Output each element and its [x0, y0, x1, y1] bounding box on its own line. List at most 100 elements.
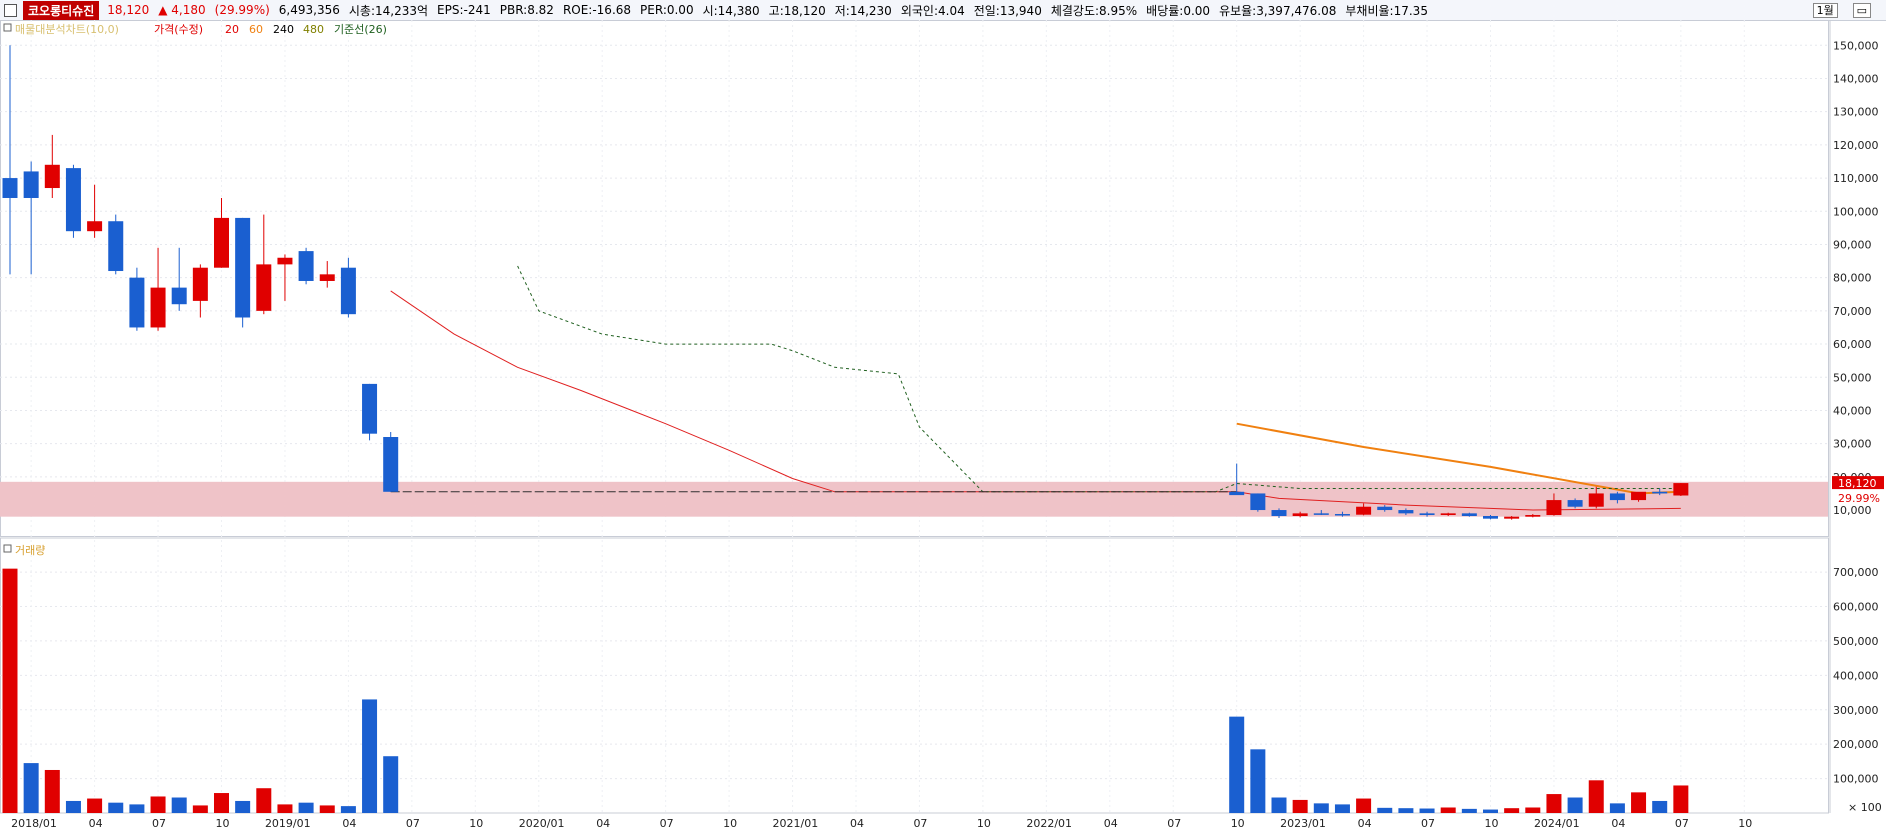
price-tick-label: 90,000	[1833, 238, 1872, 251]
candle-body	[44, 164, 60, 189]
candle-body	[1334, 514, 1350, 516]
x-tick-label: 10	[1738, 817, 1752, 830]
x-tick-label: 2018/01	[11, 817, 57, 830]
volume-bar	[340, 806, 356, 813]
volume-bar	[298, 802, 314, 813]
volume-tick-label: 500,000	[1833, 635, 1879, 648]
x-tick-label: 07	[406, 817, 420, 830]
volume-bar	[319, 805, 335, 813]
price-tick-label: 140,000	[1833, 72, 1879, 85]
x-tick-label: 10	[977, 817, 991, 830]
reserve-ratio: 유보율:3,397,476.08	[1219, 3, 1337, 18]
candle-body	[1419, 513, 1435, 516]
x-tick-label: 07	[913, 817, 927, 830]
candle-body	[1483, 516, 1498, 519]
x-tick-label: 2019/01	[265, 817, 311, 830]
price-tick-label: 30,000	[1833, 438, 1872, 451]
volume-bar	[1229, 716, 1245, 813]
x-tick-label: 2022/01	[1026, 817, 1072, 830]
candle-body	[1588, 493, 1604, 507]
candle-body	[192, 267, 208, 301]
price-change: ▲ 4,180	[158, 3, 206, 17]
volume-bar	[1440, 807, 1456, 813]
ma-line-480	[517, 265, 1681, 493]
legend-ma20[interactable]: 20	[225, 23, 239, 36]
volume-bar	[256, 788, 272, 813]
x-tick-label: 04	[89, 817, 103, 830]
x-tick-label: 2020/01	[519, 817, 565, 830]
low-price: 저:14,230	[834, 3, 892, 18]
period-selector[interactable]: 1월 ▭	[1811, 2, 1880, 18]
legend-box-icon[interactable]	[3, 544, 12, 553]
volume-bar	[1271, 797, 1287, 813]
price-tick-label: 60,000	[1833, 338, 1872, 351]
volume-tick-label: 600,000	[1833, 601, 1879, 614]
x-tick-label: 07	[1167, 817, 1181, 830]
price-tick-label: 50,000	[1833, 371, 1872, 384]
exec-strength: 체결강도:8.95%	[1050, 3, 1138, 18]
candle-body	[319, 274, 335, 281]
volume-tick-label: 100,000	[1833, 773, 1879, 786]
price-tick-label: 80,000	[1833, 272, 1872, 285]
price-change-pct: (29.99%)	[214, 3, 270, 17]
volume-bar	[171, 797, 187, 813]
candle-body	[1271, 510, 1287, 517]
price-tick-label: 130,000	[1833, 106, 1879, 119]
volume-tick-label: 200,000	[1833, 738, 1879, 751]
candle-body	[1546, 500, 1562, 516]
candle-body	[65, 168, 81, 232]
candle-body	[1609, 493, 1625, 501]
legend-volume[interactable]: 거래량	[15, 544, 45, 557]
candle-body	[1652, 491, 1668, 494]
volume-bar	[1673, 785, 1689, 813]
price-tick-label: 150,000	[1833, 39, 1879, 52]
volume-bar	[129, 804, 145, 813]
volume-bar	[1483, 809, 1498, 813]
price-tick-label: 110,000	[1833, 172, 1879, 185]
checkbox-icon[interactable]	[4, 3, 17, 17]
stock-chart[interactable]: 150,000 140,000 130,000 120,000 110,000 100,0…	[0, 20, 1886, 833]
current-price-tag-label: 18,120	[1838, 477, 1877, 490]
candles	[2, 45, 1689, 520]
legend-ma480[interactable]: 480	[303, 23, 324, 36]
price-tick-label: 10,000	[1833, 504, 1872, 517]
candle-body	[298, 251, 314, 281]
candle-body	[108, 221, 124, 272]
legend-supply-zone[interactable]: 매물대분석차트(10,0)	[15, 23, 119, 36]
volume-bar	[1567, 797, 1583, 813]
candle-body	[235, 217, 251, 318]
eps: EPS:-241	[437, 3, 491, 17]
x-tick-label: 07	[152, 817, 166, 830]
candle-body	[1398, 510, 1414, 514]
minimize-button[interactable]: ▭	[1852, 3, 1871, 18]
legend-ma240[interactable]: 240	[273, 23, 294, 36]
volume-bar	[108, 802, 124, 813]
legend-price[interactable]: 가격(수정)	[154, 23, 203, 36]
volume-bar	[1525, 807, 1541, 813]
volume-legend: 거래량	[3, 544, 45, 557]
legend-baseline[interactable]: 기준선(26)	[334, 23, 387, 36]
volume-tick-label: 700,000	[1833, 566, 1879, 579]
prev-close: 전일:13,940	[973, 3, 1042, 18]
volume-bar	[192, 805, 208, 813]
volume-bar	[277, 804, 293, 813]
dividend-yield: 배당률:0.00	[1146, 3, 1211, 18]
candle-body	[340, 267, 356, 315]
x-tick-label: 07	[1421, 817, 1435, 830]
legend-box-icon[interactable]	[3, 23, 12, 32]
volume-bar	[383, 756, 399, 813]
x-tick-label: 04	[850, 817, 864, 830]
candle-body	[1525, 515, 1541, 517]
price-tick-label: 70,000	[1833, 305, 1872, 318]
legend-ma60[interactable]: 60	[249, 23, 263, 36]
volume-bar	[1356, 798, 1372, 813]
supply-zone-band	[0, 481, 1828, 517]
volume-value: 6,493,356	[278, 3, 340, 17]
volume-bar	[2, 568, 18, 813]
stock-name[interactable]: 코오롱티슈진	[23, 0, 100, 20]
stock-info-bar: 코오롱티슈진 18,120 ▲ 4,180 (29.99%) 6,493,356…	[0, 0, 1886, 21]
period-label[interactable]: 1월	[1812, 3, 1838, 18]
volume-bar	[1652, 800, 1668, 813]
volume-bar	[1313, 803, 1329, 813]
candle-body	[362, 383, 378, 434]
